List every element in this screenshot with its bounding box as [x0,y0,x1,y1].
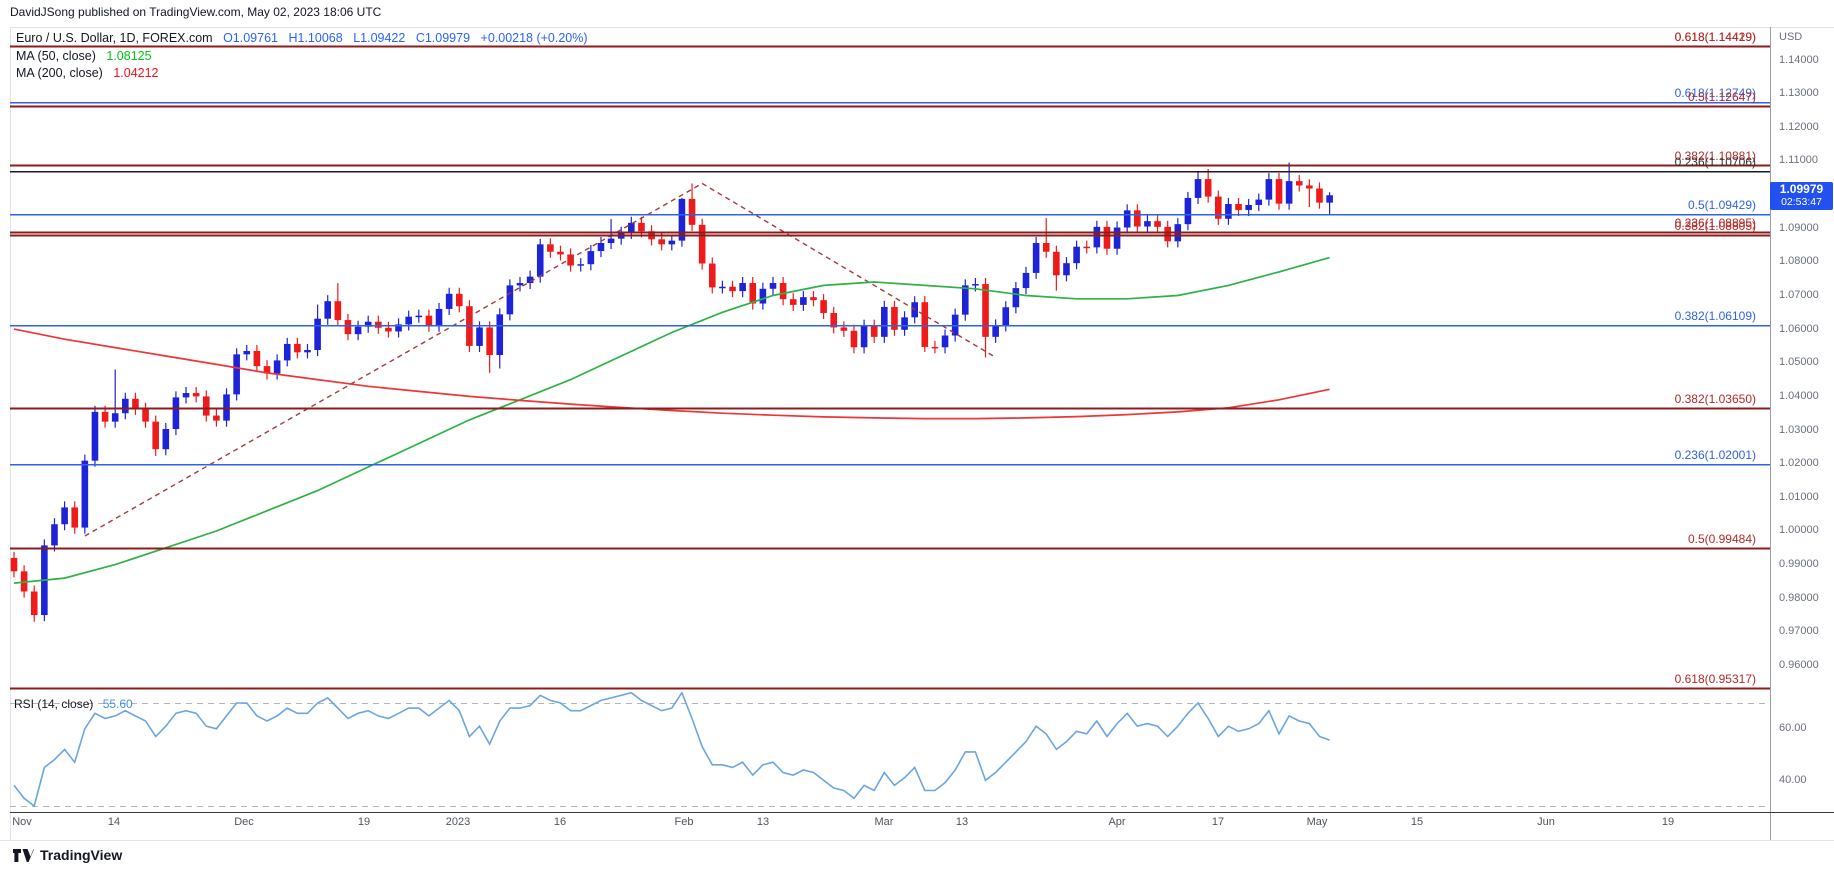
price-axis-label: 1.05000 [1779,356,1819,369]
time-axis-label[interactable]: 19 [357,816,371,828]
ma200-legend-row[interactable]: MA (200, close) 1.04212 [16,65,588,83]
rsi-bands [10,703,1770,807]
time-axis-label[interactable]: 15 [1410,816,1424,828]
candles[interactable] [10,162,1333,622]
time-axis-label[interactable]: 13 [756,816,770,828]
rsi-legend-row[interactable]: RSI (14, close) 55.60 [14,697,133,711]
price-axis-border [1770,27,1771,840]
rsi-value: 55.60 [102,697,133,711]
price-axis-label: 1.14000 [1779,53,1819,66]
price-axis-unit: USD [1779,31,1803,43]
price-axis-label: 1.02000 [1779,457,1819,470]
ohlc-close: C1.09979 [415,31,471,45]
last-price-value: 1.09979 [1779,182,1824,196]
rsi-line [13,692,1330,808]
bar-countdown: 02:53:47 [1781,196,1822,208]
fib-level-label: 0.382(1.08805) [1674,218,1756,233]
ma50-value: 1.08125 [106,48,152,63]
price-axis-label: 1.12000 [1779,120,1819,133]
fib-level-label: 0.236(1.02001) [1674,447,1756,462]
rsi-label: RSI (14, close) [14,697,94,711]
fib-level-label: 0.5(0.99484) [1687,532,1756,547]
price-axis-label: 0.97000 [1779,625,1819,638]
ma200-line [13,328,1330,420]
price-axis-label: 1.09000 [1779,221,1819,234]
time-axis-bottom-border [0,840,1834,841]
price-axis-label: 1.13000 [1779,87,1819,100]
rsi-axis-label: 40.00 [1779,773,1807,786]
fib-level-label: 0.236(1.08895) [1674,215,1756,230]
price-axis-label: 1.04000 [1779,389,1819,402]
tradingview-logo-icon [13,848,34,862]
time-axis-label[interactable]: 19 [1661,816,1675,828]
chart-area[interactable] [10,27,1834,841]
ohlc-open: O1.09761 [223,31,278,45]
ma200-value: 1.04212 [113,66,159,80]
fib-level-label: 0.236(1.10706) [1674,154,1756,169]
fib-level-label: 0.618(0.95317) [1674,672,1756,687]
tradingview-logo-text: TradingView [40,847,123,863]
symbol-legend-row[interactable]: Euro / U.S. Dollar, 1D, FOREX.com O1.097… [16,30,588,48]
time-axis-label[interactable]: 2023 [445,816,471,828]
time-axis-label[interactable]: Mar [874,816,894,828]
last-price-tag: 1.09979 02:53:47 [1770,182,1833,210]
fib-level-label: 0.382(1.10881) [1674,148,1756,163]
ma50-legend-row[interactable]: MA (50, close) 1.08125 [16,48,588,66]
ma50-label: MA (50, close) [16,48,96,63]
time-axis-label[interactable]: 14 [107,816,121,828]
chart-legend[interactable]: Euro / U.S. Dollar, 1D, FOREX.com O1.097… [16,30,588,83]
price-axis-label: 0.98000 [1779,591,1819,604]
fib-level-label: 0.5(1.12647) [1687,89,1756,104]
tradingview-logo[interactable]: TradingView [12,847,122,863]
price-axis-label: 0.99000 [1779,558,1819,571]
ohlc-high: H1.10068 [288,31,343,45]
price-axis-label: 1.01000 [1779,490,1819,503]
fib-level-label: 0.618(1.12749) [1674,86,1756,101]
fib-level-label: 0.618(1.14429) [1674,29,1756,44]
time-axis-label[interactable]: May [1306,816,1328,828]
ma50-line [13,256,1330,584]
time-axis-label[interactable]: Dec [234,816,254,828]
fib-level-label: 0.382(1.03650) [1674,392,1756,407]
time-axis-label[interactable]: 17 [1211,816,1225,828]
price-axis-label: 1.07000 [1779,288,1819,301]
price-axis-label: 1.08000 [1779,255,1819,268]
time-axis-label[interactable]: 16 [553,816,567,828]
price-axis-label: 1.00000 [1779,524,1819,537]
fib-level-label: 0.382(1.06109) [1674,309,1756,324]
fib-lines [10,45,1770,690]
time-axis-label[interactable]: Apr [1108,816,1126,828]
price-change: +0.00218 (+0.20%) [480,31,588,45]
ma200-label: MA (200, close) [16,66,103,80]
fib-level-label: 0.618(1.14419) [1674,29,1756,44]
time-axis-label[interactable]: 13 [955,816,969,828]
fib-level-label: 0.5(1.09429) [1687,197,1756,212]
symbol-title[interactable]: Euro / U.S. Dollar, 1D, FOREX.com [16,31,213,45]
time-axis-label[interactable]: Jun [1537,816,1555,828]
time-axis-label[interactable]: Feb [674,816,694,828]
price-axis-label: 1.06000 [1779,322,1819,335]
rsi-pane-bottom-border [10,812,1834,813]
price-axis-label: 1.03000 [1779,423,1819,436]
dashed-trendlines [84,182,996,537]
rsi-axis-label: 60.00 [1779,722,1807,735]
price-axis-label: 1.11000 [1779,154,1818,167]
time-axis-label[interactable]: Nov [12,816,32,828]
price-axis-label: 0.96000 [1779,659,1819,672]
ohlc-low: L1.09422 [353,31,406,45]
published-byline: DavidJSong published on TradingView.com,… [10,5,382,19]
